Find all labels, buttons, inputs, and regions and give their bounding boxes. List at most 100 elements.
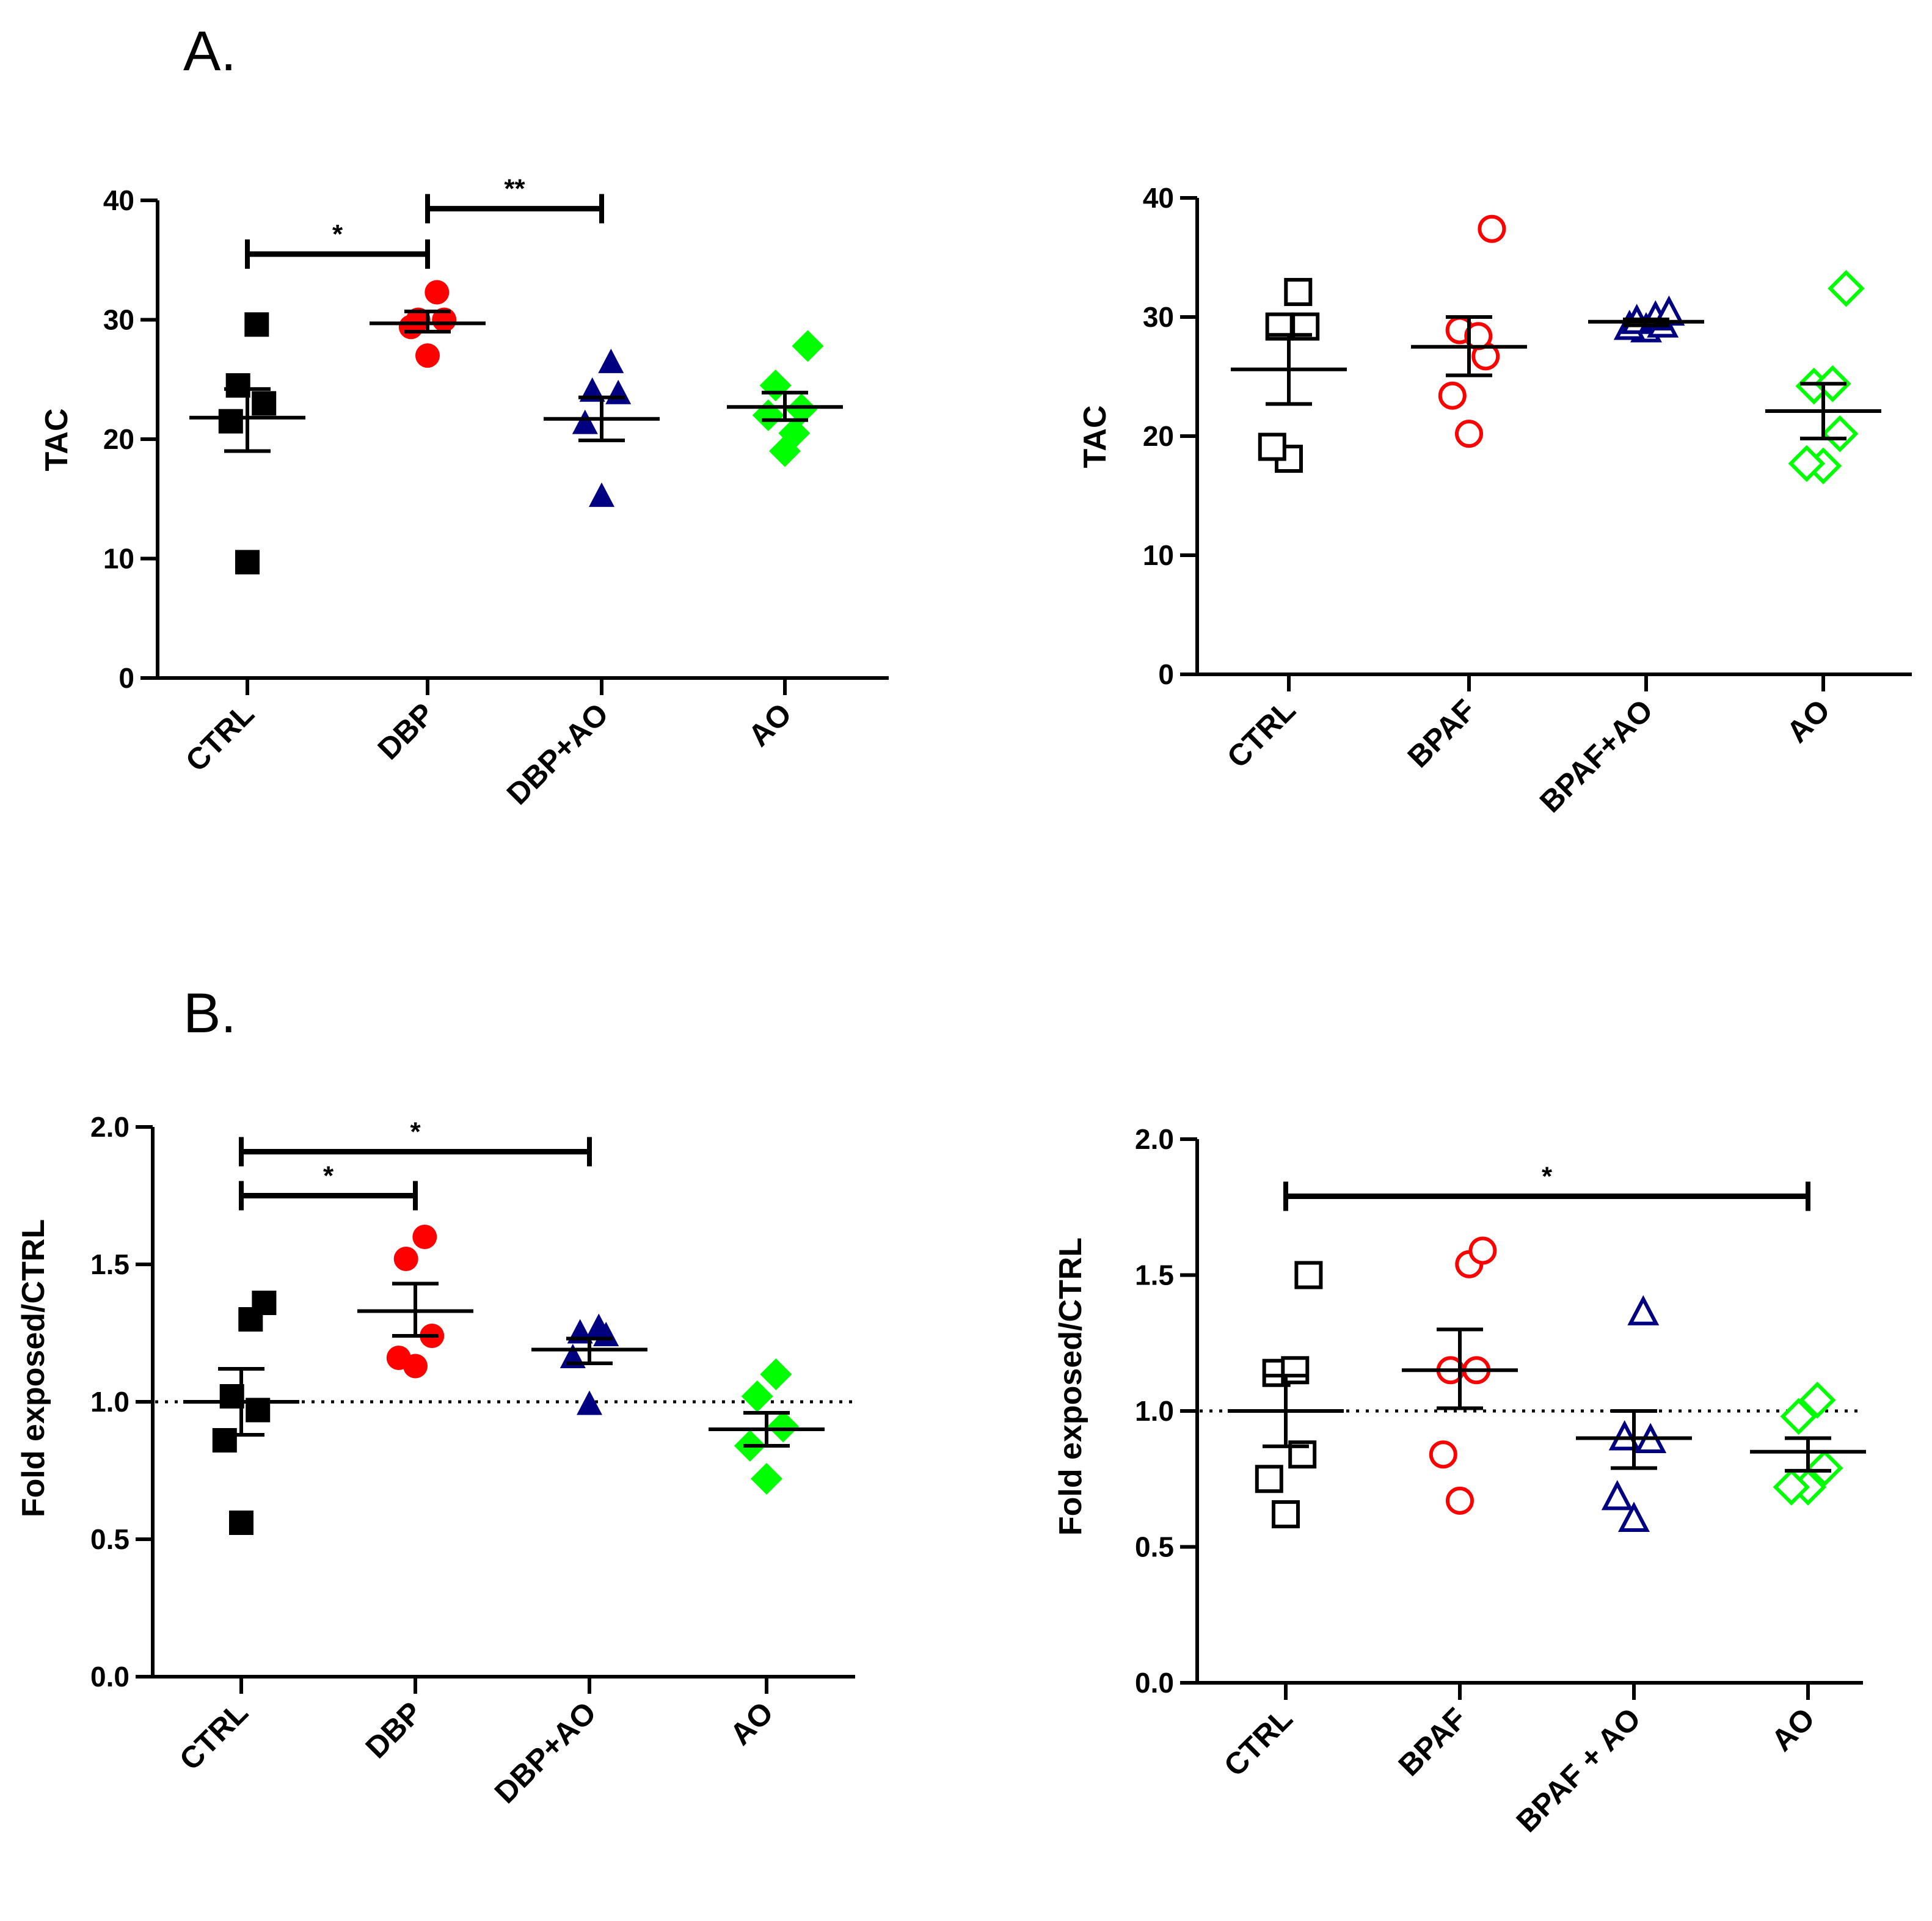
y-tick-label: 0.5 <box>1135 1531 1174 1563</box>
chart-b-right: 0.0 0.5 1.0 1.5 2.0 Fold exposed/CTRL CTRL BPAF… <box>1053 1123 1866 1839</box>
significance-label: * <box>332 219 343 249</box>
x-category-label: DBP+AO <box>500 696 615 811</box>
chart-a-right: 0 10 20 30 40 TAC CTRL BPAF BPAF+AO AO <box>1077 182 1912 819</box>
panel-label-a: A. <box>183 20 236 82</box>
data-point <box>1806 1449 1843 1487</box>
data-point <box>386 1346 411 1370</box>
data-point <box>1478 214 1506 243</box>
data-point <box>252 391 277 416</box>
x-category-label: AO <box>723 1695 780 1752</box>
y-tick-label: 0.5 <box>90 1523 129 1555</box>
y-tick-label: 40 <box>1143 182 1174 214</box>
y-tick-label: 30 <box>103 304 134 336</box>
y-tick-label: 10 <box>103 543 134 575</box>
data-point <box>752 399 784 431</box>
data-point <box>792 330 824 362</box>
data-point <box>244 312 269 337</box>
y-tick-label: 40 <box>103 184 134 216</box>
data-point <box>1258 432 1286 461</box>
x-category-label: DBP <box>359 1695 429 1765</box>
data-point <box>432 307 457 332</box>
data-point <box>1780 1398 1817 1435</box>
data-point <box>1294 1261 1323 1289</box>
x-category-label: BPAF + AO <box>1510 1701 1647 1839</box>
y-axis-title: Fold exposed/CTRL <box>1053 1238 1088 1536</box>
data-point <box>218 409 243 434</box>
data-point <box>778 417 811 450</box>
data-point <box>1799 1381 1836 1419</box>
y-tick-label: 20 <box>1143 420 1174 452</box>
data-point <box>1821 415 1859 453</box>
x-category-label: DBP+AO <box>488 1695 603 1810</box>
data-point <box>415 343 440 368</box>
x-category-label: CTRL <box>173 1695 255 1777</box>
x-category-label: BPAF <box>1392 1701 1473 1782</box>
data-point <box>786 393 818 426</box>
data-point <box>598 348 624 373</box>
data-point <box>1773 1468 1810 1506</box>
data-point <box>1272 1500 1300 1529</box>
significance-label: * <box>1542 1161 1553 1191</box>
significance-label: * <box>410 1117 421 1147</box>
data-point <box>229 1511 253 1535</box>
y-tick-label: 1.0 <box>1135 1395 1174 1427</box>
y-axis-title: Fold exposed/CTRL <box>16 1219 51 1517</box>
data-point <box>572 409 598 434</box>
data-point <box>589 482 614 507</box>
significance-label: * <box>323 1161 334 1191</box>
data-point <box>252 1291 277 1315</box>
data-point <box>1468 1236 1497 1265</box>
y-tick-label: 2.0 <box>1135 1123 1174 1155</box>
y-tick-label: 1.5 <box>90 1248 129 1280</box>
data-point <box>741 1380 773 1412</box>
data-point <box>1627 1295 1660 1325</box>
data-point <box>235 550 260 575</box>
data-point <box>406 307 431 332</box>
data-point <box>1284 278 1313 307</box>
data-point <box>1255 1465 1283 1493</box>
data-point <box>767 1410 800 1443</box>
data-point <box>1438 381 1467 410</box>
x-category-label: AO <box>1780 693 1837 749</box>
x-category-label: AO <box>1765 1701 1821 1758</box>
data-point <box>1788 445 1826 483</box>
y-tick-label: 0.0 <box>1135 1667 1174 1699</box>
data-point <box>425 280 450 305</box>
y-tick-label: 10 <box>1143 539 1174 571</box>
data-point <box>577 1390 602 1415</box>
y-tick-label: 0 <box>118 662 134 694</box>
chart-b-left: 0.0 0.5 1.0 1.5 2.0 Fold exposed/CTRL CTRL DBP D… <box>16 1111 855 1810</box>
data-point <box>1429 1440 1457 1469</box>
data-point <box>605 379 632 404</box>
y-tick-label: 1.5 <box>1135 1259 1174 1291</box>
y-axis-title: TAC <box>39 408 75 471</box>
y-axis-title: TAC <box>1077 405 1113 468</box>
x-category-label: BPAF <box>1401 693 1482 774</box>
x-category-label: CTRL <box>1220 693 1302 775</box>
data-point <box>751 1463 782 1495</box>
data-point <box>393 1247 418 1271</box>
data-point <box>1618 1501 1650 1532</box>
x-category-label: CTRL <box>179 696 261 778</box>
y-tick-label: 30 <box>1143 301 1174 333</box>
data-point <box>412 1225 437 1249</box>
data-point <box>760 1358 792 1390</box>
y-tick-label: 2.0 <box>90 1111 129 1143</box>
x-category-label: DBP <box>371 696 441 766</box>
y-tick-label: 20 <box>103 423 134 455</box>
y-tick-label: 1.0 <box>90 1386 129 1418</box>
data-point <box>1601 1479 1633 1511</box>
data-point <box>212 1428 237 1453</box>
data-point <box>1446 1486 1474 1515</box>
y-tick-label: 0.0 <box>90 1661 129 1693</box>
data-point <box>1455 420 1483 448</box>
y-tick-label: 0 <box>1158 658 1174 690</box>
data-point <box>586 1313 612 1338</box>
x-category-label: AO <box>742 696 798 753</box>
data-point <box>1828 269 1865 307</box>
significance-label: ** <box>504 174 525 204</box>
panel-label-b: B. <box>183 982 236 1044</box>
x-category-label: CTRL <box>1217 1701 1299 1783</box>
